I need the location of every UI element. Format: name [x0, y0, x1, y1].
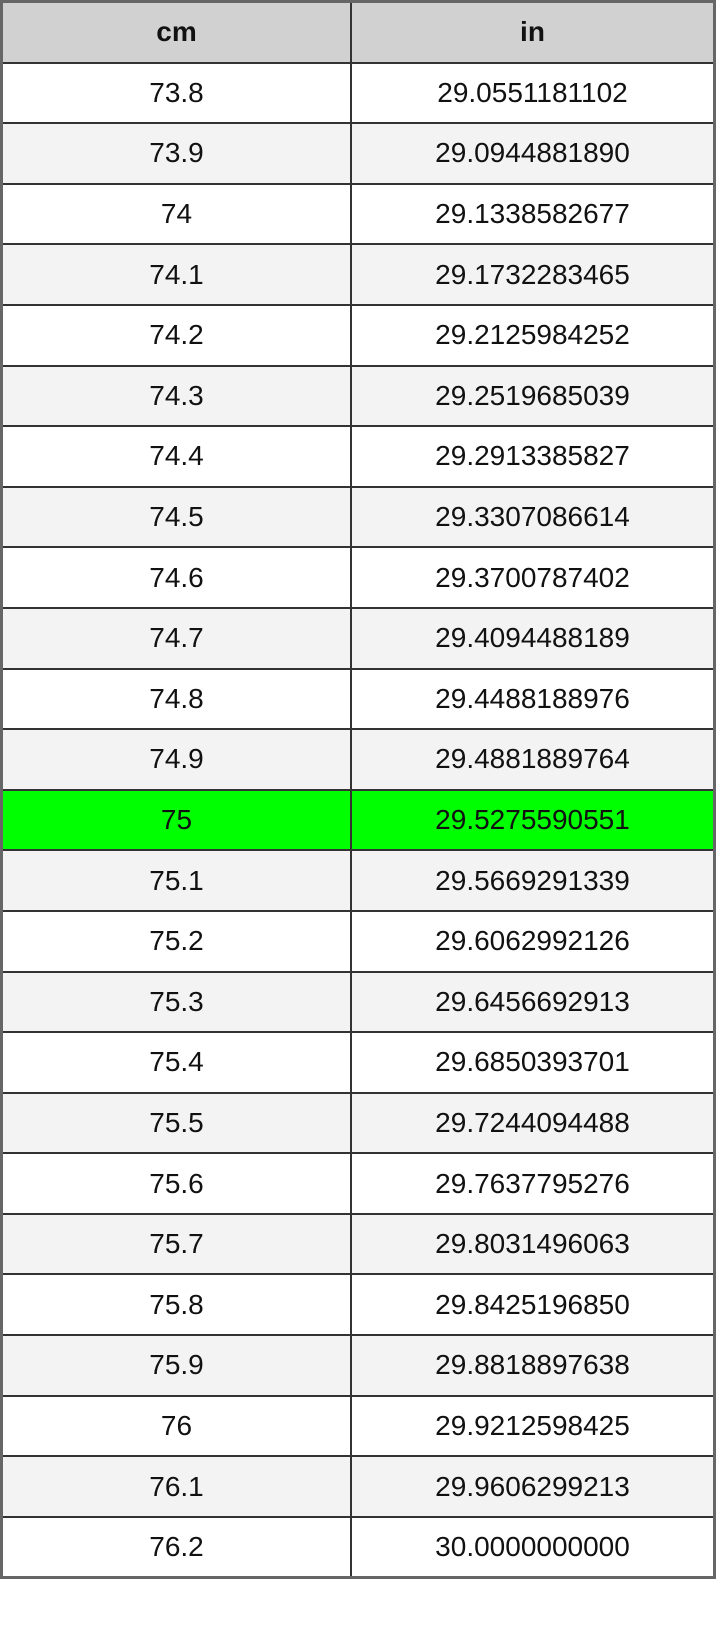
- cell-in: 29.4488188976: [350, 667, 716, 731]
- cell-cm: 74.3: [0, 364, 352, 428]
- cell-in: 29.1338582677: [350, 182, 716, 246]
- table-row: 74.6 29.3700787402: [0, 546, 716, 609]
- cell-in: 29.2913385827: [350, 425, 716, 488]
- table-row: 75.5 29.7244094488: [0, 1091, 716, 1155]
- table-row: 76.2 30.0000000000: [0, 1515, 716, 1579]
- table-row: 74.2 29.2125984252: [0, 303, 716, 367]
- cell-cm: 74.9: [0, 728, 352, 791]
- cell-cm: 75.2: [0, 909, 352, 973]
- table-row: 75.9 29.8818897638: [0, 1334, 716, 1397]
- table-row: 74.8 29.4488188976: [0, 667, 716, 731]
- table-row: 75.6 29.7637795276: [0, 1152, 716, 1215]
- cell-in: 29.2519685039: [350, 364, 716, 428]
- cell-cm: 74.1: [0, 243, 352, 306]
- cell-cm: 75.3: [0, 970, 352, 1034]
- cell-in: 29.7244094488: [350, 1091, 716, 1155]
- cell-cm: 75.4: [0, 1031, 352, 1094]
- cell-in: 29.8818897638: [350, 1334, 716, 1397]
- cell-in: 30.0000000000: [350, 1515, 716, 1579]
- cell-in: 29.0551181102: [350, 61, 716, 125]
- cell-cm: 74.7: [0, 606, 352, 670]
- cell-in: 29.7637795276: [350, 1152, 716, 1215]
- cell-cm: 73.8: [0, 61, 352, 125]
- table-row: 75.4 29.6850393701: [0, 1031, 716, 1094]
- cell-cm: 74.4: [0, 425, 352, 488]
- cell-in: 29.6850393701: [350, 1031, 716, 1094]
- cell-cm: 74.5: [0, 485, 352, 549]
- cell-in: 29.9212598425: [350, 1394, 716, 1458]
- table-row: 74.1 29.1732283465: [0, 243, 716, 306]
- table-row: 75.8 29.8425196850: [0, 1273, 716, 1337]
- cell-cm: 75.5: [0, 1091, 352, 1155]
- table-row: 75.7 29.8031496063: [0, 1212, 716, 1276]
- header-cm: cm: [0, 0, 352, 64]
- cell-in: 29.5669291339: [350, 849, 716, 912]
- table-header-row: cm in: [0, 0, 716, 64]
- cell-in: 29.8031496063: [350, 1212, 716, 1276]
- cell-in: 29.1732283465: [350, 243, 716, 306]
- cell-cm: 76: [0, 1394, 352, 1458]
- cell-cm: 75.9: [0, 1334, 352, 1397]
- table-row: 74.3 29.2519685039: [0, 364, 716, 428]
- cell-in: 29.8425196850: [350, 1273, 716, 1337]
- table-row: 74.9 29.4881889764: [0, 728, 716, 791]
- table-row: 75.3 29.6456692913: [0, 970, 716, 1034]
- cell-in: 29.9606299213: [350, 1455, 716, 1518]
- cell-in: 29.6456692913: [350, 970, 716, 1034]
- cell-cm: 74.2: [0, 303, 352, 367]
- cell-cm: 73.9: [0, 122, 352, 185]
- table-row: 75.2 29.6062992126: [0, 909, 716, 973]
- table-row: 73.9 29.0944881890: [0, 122, 716, 185]
- cell-cm: 74: [0, 182, 352, 246]
- cell-in: 29.4881889764: [350, 728, 716, 791]
- header-in: in: [350, 0, 716, 64]
- cell-cm: 75: [0, 788, 352, 852]
- table-row: 74.7 29.4094488189: [0, 606, 716, 670]
- cell-in: 29.6062992126: [350, 909, 716, 973]
- table-row: 73.8 29.0551181102: [0, 61, 716, 125]
- cell-cm: 76.2: [0, 1515, 352, 1579]
- table-row-highlighted: 75 29.5275590551: [0, 788, 716, 852]
- table-row: 74.4 29.2913385827: [0, 425, 716, 488]
- cell-cm: 74.8: [0, 667, 352, 731]
- cell-cm: 76.1: [0, 1455, 352, 1518]
- table-row: 75.1 29.5669291339: [0, 849, 716, 912]
- cell-cm: 75.8: [0, 1273, 352, 1337]
- cell-in: 29.3700787402: [350, 546, 716, 609]
- table-row: 74 29.1338582677: [0, 182, 716, 246]
- cell-cm: 75.6: [0, 1152, 352, 1215]
- cell-in: 29.5275590551: [350, 788, 716, 852]
- cell-in: 29.0944881890: [350, 122, 716, 185]
- cell-cm: 75.1: [0, 849, 352, 912]
- conversion-table: cm in 73.8 29.0551181102 73.9 29.0944881890…: [0, 0, 716, 1580]
- table-row: 74.5 29.3307086614: [0, 485, 716, 549]
- cell-in: 29.2125984252: [350, 303, 716, 367]
- table-row: 76 29.9212598425: [0, 1394, 716, 1458]
- table-row: 76.1 29.9606299213: [0, 1455, 716, 1518]
- cell-in: 29.3307086614: [350, 485, 716, 549]
- cell-cm: 75.7: [0, 1212, 352, 1276]
- cell-in: 29.4094488189: [350, 606, 716, 670]
- cell-cm: 74.6: [0, 546, 352, 609]
